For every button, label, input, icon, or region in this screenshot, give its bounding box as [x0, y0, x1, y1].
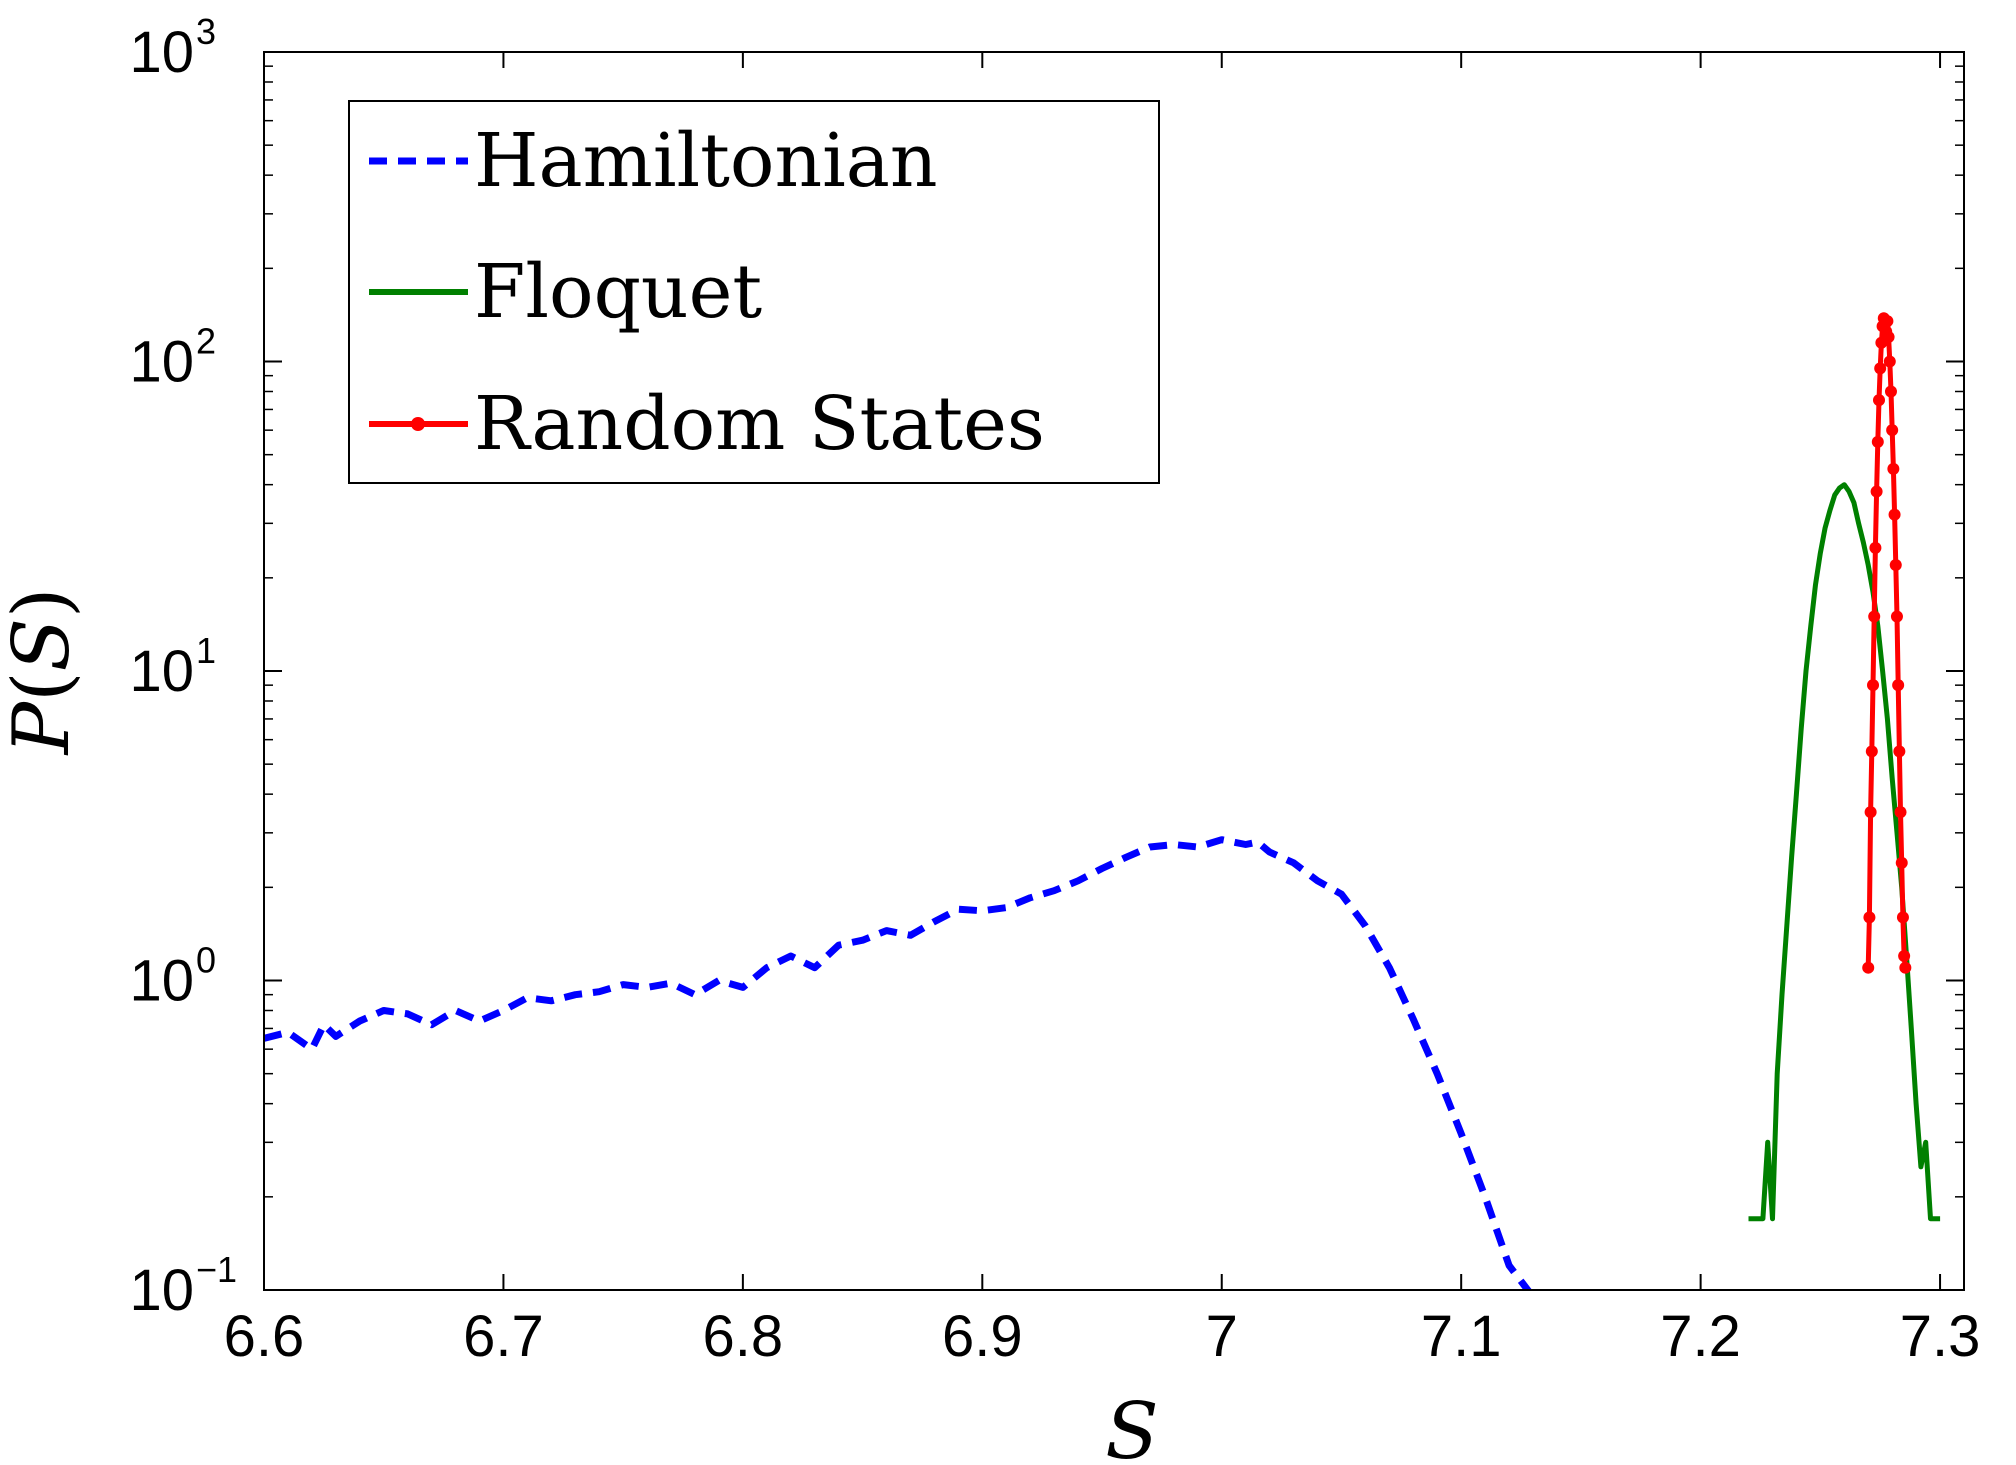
x-tick-label-5: 7.1 [1421, 1304, 1502, 1369]
y-tick-label-2: 10 1 [129, 630, 216, 704]
series-point-random-states [1894, 806, 1907, 819]
legend-marker-random-states [411, 417, 425, 431]
series-point-random-states [1898, 949, 1911, 962]
legend-label-random-states: Random States [474, 381, 1045, 467]
series-point-random-states [1862, 961, 1875, 974]
series-point-random-states [1896, 911, 1909, 924]
series-point-random-states [1873, 394, 1885, 407]
y-axis-label: P(S) [0, 588, 87, 757]
x-tick-label-6: 7.2 [1660, 1304, 1741, 1369]
y-axis-label-close: ) [0, 588, 87, 618]
series-point-random-states [1868, 610, 1881, 623]
series-point-random-states [1892, 679, 1905, 692]
series-point-random-states [1893, 745, 1906, 758]
x-tick-label-4: 7 [1206, 1304, 1238, 1369]
series-point-random-states [1874, 362, 1887, 375]
y-tick-label-3: 10 2 [129, 321, 216, 395]
legend: Hamiltonian Floquet Random States [348, 100, 1160, 484]
x-tick-label-0: 6.6 [224, 1304, 305, 1369]
series-point-random-states [1887, 462, 1900, 475]
series-point-random-states [1864, 806, 1877, 819]
series-point-random-states [1869, 541, 1882, 554]
legend-box [348, 100, 1160, 484]
y-tick-label-0: 10 −1 [129, 1249, 237, 1323]
series-point-random-states [1886, 424, 1899, 437]
series-point-random-states [1863, 911, 1876, 924]
series-layer [264, 312, 1941, 1290]
y-axis-label-open: ( [0, 671, 87, 701]
series-point-random-states [1884, 385, 1897, 398]
x-tick-label-1: 6.7 [463, 1304, 544, 1369]
y-tick-label-base: 10 [129, 639, 194, 704]
series-point-random-states [1870, 485, 1883, 498]
series-point-random-states [1882, 330, 1895, 343]
series-point-random-states [1871, 435, 1884, 448]
y-tick-label-base: 10 [129, 330, 194, 395]
y-tick-label-exponent: 2 [196, 321, 216, 362]
y-tick-label-base: 10 [129, 949, 194, 1014]
series-point-random-states [1865, 745, 1878, 758]
series-point-random-states [1890, 610, 1903, 623]
y-tick-label-exponent: 0 [196, 940, 216, 981]
series-point-random-states [1888, 508, 1901, 521]
x-tick-label-3: 6.9 [942, 1304, 1023, 1369]
series-point-random-states [1867, 679, 1880, 692]
legend-label-floquet: Floquet [474, 249, 762, 335]
x-tick-label-7: 7.3 [1900, 1304, 1981, 1369]
series-point-random-states [1899, 961, 1912, 974]
y-axis-label-func: P [0, 700, 87, 756]
series-point-random-states [1889, 559, 1902, 572]
y-tick-label-base: 10 [129, 1258, 194, 1323]
y-tick-label-base: 10 [129, 20, 194, 85]
x-tick-label-2: 6.8 [703, 1304, 784, 1369]
series-point-random-states [1895, 856, 1908, 869]
y-tick-label-1: 10 0 [129, 940, 216, 1014]
x-axis-label: S [1105, 1387, 1158, 1465]
y-tick-label-exponent: 3 [196, 11, 216, 52]
series-line-hamiltonian [264, 836, 1533, 1290]
series-point-random-states [1881, 315, 1894, 328]
series-point-random-states [1883, 355, 1896, 368]
y-tick-label-exponent: −1 [196, 1249, 237, 1290]
y-axis-label-var: S [0, 618, 87, 671]
y-tick-label-4: 10 3 [129, 11, 216, 85]
y-tick-label-exponent: 1 [196, 630, 216, 671]
legend-label-hamiltonian: Hamiltonian [474, 118, 938, 204]
